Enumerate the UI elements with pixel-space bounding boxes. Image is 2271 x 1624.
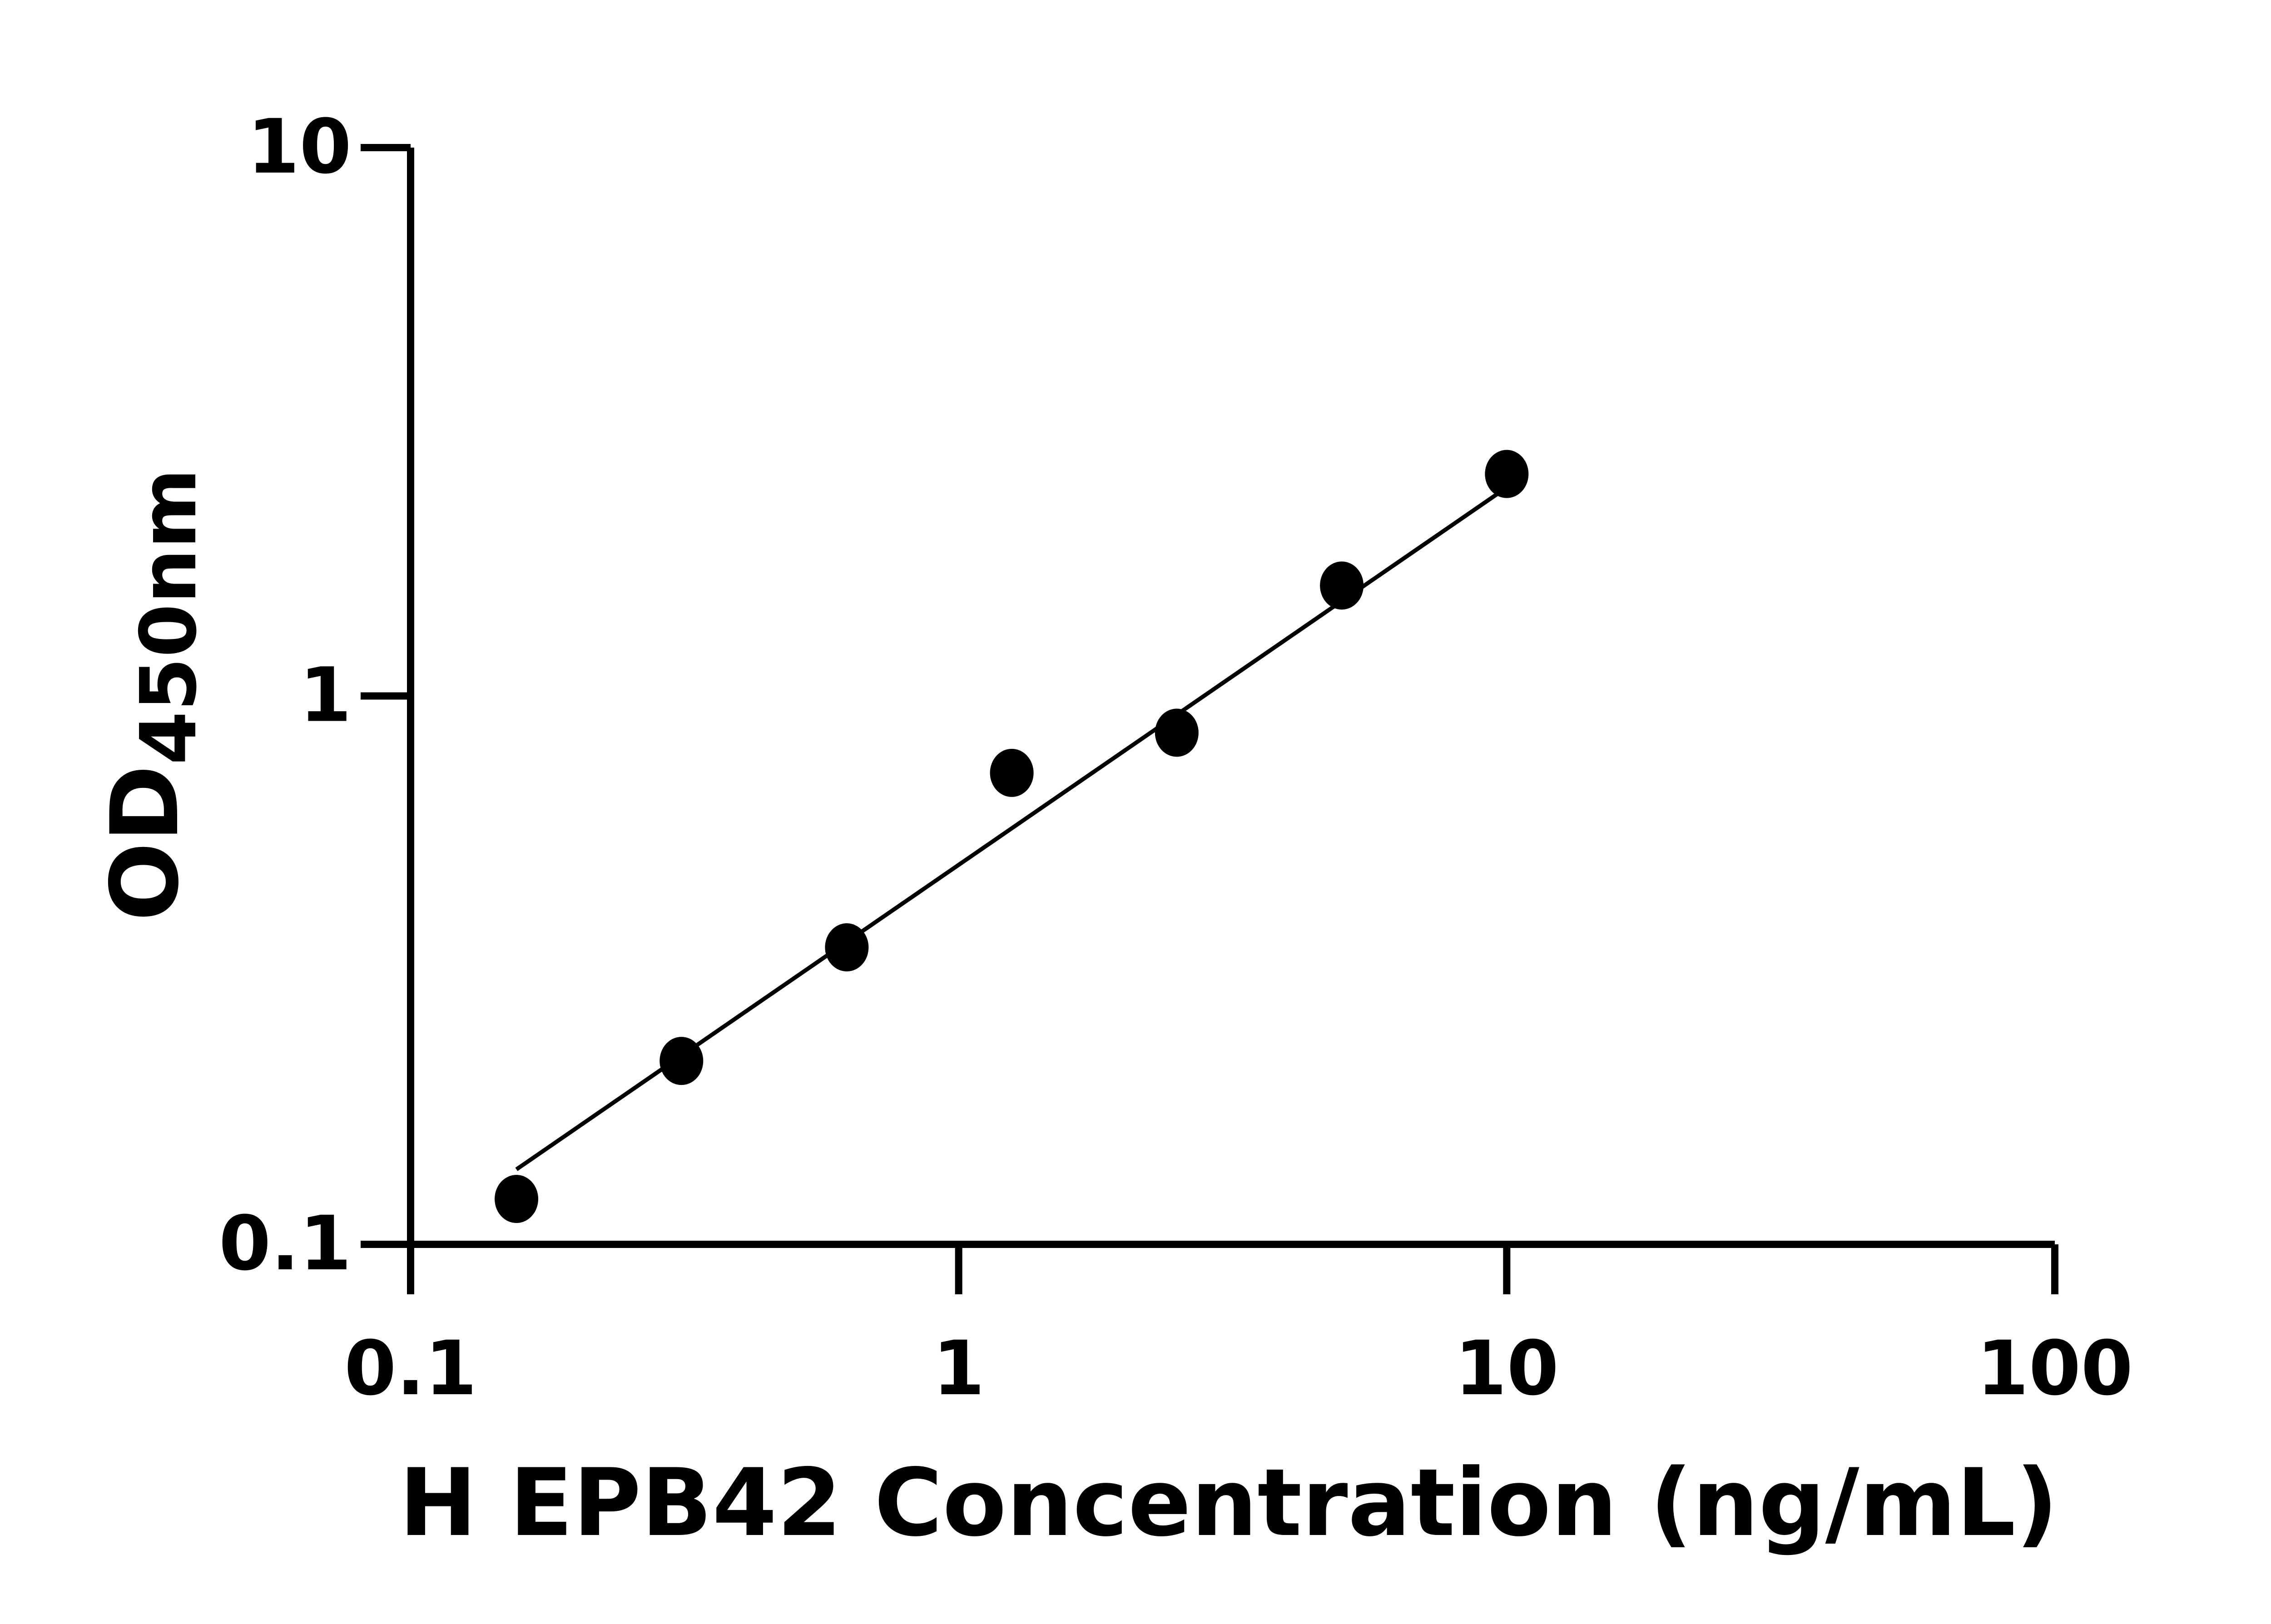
- x-tick-label: 100: [1977, 1325, 2133, 1412]
- x-tick-label: 0.1: [344, 1325, 477, 1412]
- data-point: [825, 923, 869, 972]
- x-tick-label: 1: [932, 1325, 985, 1412]
- y-axis-label: OD450nm: [91, 468, 214, 921]
- data-point: [495, 1175, 539, 1223]
- data-point: [1320, 561, 1364, 610]
- y-axis-label-sub: 450nm: [124, 468, 214, 765]
- data-point: [659, 1037, 704, 1085]
- x-tick-label: 10: [1455, 1325, 1559, 1412]
- y-tick-label: 0.1: [219, 1200, 352, 1287]
- y-tick-label: 10: [247, 103, 352, 190]
- data-point: [1485, 450, 1529, 498]
- ticks: 0.1 1 10 100 0.1 1 10: [219, 103, 2133, 1412]
- y-axis-label-main: OD: [91, 765, 199, 921]
- data-point: [1155, 708, 1199, 757]
- axes: [407, 148, 2055, 1248]
- y-tick-label: 1: [299, 652, 352, 739]
- marks: [495, 450, 1529, 1223]
- data-point: [990, 748, 1034, 797]
- x-axis-label: H EPB42 Concentration (ng/mL): [399, 1449, 2058, 1557]
